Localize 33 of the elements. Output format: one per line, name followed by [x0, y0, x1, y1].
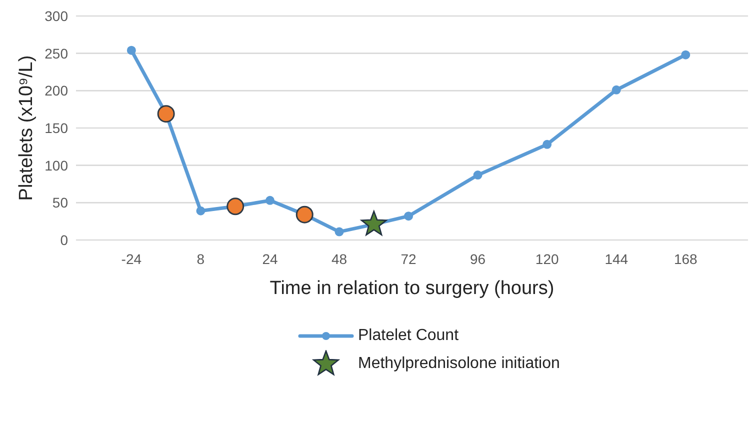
y-tick-label: 100: [44, 157, 68, 174]
legend-label: Platelet Count: [358, 327, 459, 345]
point: [612, 85, 621, 94]
point: [404, 212, 414, 221]
y-tick-label: 250: [44, 45, 68, 62]
y-tick-label: 150: [44, 120, 68, 136]
y-tick-label: 0: [60, 232, 68, 248]
point: [473, 170, 482, 180]
x-tick-label: 120: [535, 250, 559, 267]
legend-label: Methylprednisolone initiation: [358, 355, 560, 373]
point: [157, 105, 175, 123]
point: [196, 206, 206, 216]
x-tick-label: 72: [400, 250, 417, 267]
y-tick-label: 300: [44, 8, 68, 24]
y-tick-label: 50: [52, 194, 68, 211]
x-tick-label: 144: [604, 250, 628, 267]
point: [126, 46, 136, 55]
x-tick-label: 24: [262, 250, 278, 267]
x-tick-label: 48: [331, 250, 348, 267]
point: [360, 210, 387, 236]
x-axis-title: Time in relation to surgery (hours): [270, 278, 554, 299]
point: [334, 227, 344, 236]
point: [296, 206, 314, 224]
x-tick-label: -24: [121, 250, 142, 267]
y-axis-title: Platelets (x10⁹/L): [16, 55, 37, 201]
point: [542, 140, 552, 149]
x-tick-label: 96: [470, 250, 486, 267]
y-tick-label: 200: [44, 82, 68, 99]
x-tick-label: 8: [196, 250, 205, 267]
point: [226, 198, 244, 216]
x-tick-label: 168: [674, 250, 698, 267]
point: [681, 50, 690, 60]
point: [265, 196, 274, 205]
